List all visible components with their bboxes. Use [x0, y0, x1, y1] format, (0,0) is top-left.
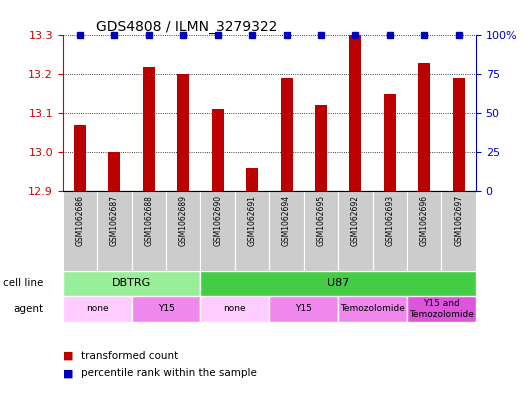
Bar — [441, 191, 476, 271]
Bar — [63, 271, 200, 296]
Text: GSM1062691: GSM1062691 — [247, 195, 257, 246]
Text: GSM1062695: GSM1062695 — [316, 195, 325, 246]
Text: GSM1062693: GSM1062693 — [385, 195, 394, 246]
Bar — [315, 105, 327, 191]
Text: none: none — [224, 305, 246, 313]
Text: none: none — [86, 305, 108, 313]
Bar — [407, 296, 476, 322]
Text: Y15: Y15 — [295, 305, 312, 313]
Bar — [418, 62, 430, 191]
Text: ■: ■ — [63, 351, 73, 361]
Bar — [453, 78, 465, 191]
Text: cell line: cell line — [4, 278, 44, 288]
Bar — [200, 296, 269, 322]
Text: Y15 and
Temozolomide: Y15 and Temozolomide — [409, 299, 474, 319]
Bar — [269, 296, 338, 322]
Bar — [166, 191, 200, 271]
Bar — [200, 271, 476, 296]
Text: GSM1062688: GSM1062688 — [144, 195, 153, 246]
Bar — [200, 191, 235, 271]
Text: Y15: Y15 — [157, 305, 175, 313]
Bar — [132, 296, 200, 322]
Bar — [235, 191, 269, 271]
Text: U87: U87 — [327, 278, 349, 288]
Bar — [108, 152, 120, 191]
Text: GSM1062692: GSM1062692 — [351, 195, 360, 246]
Bar — [384, 94, 396, 191]
Text: GSM1062689: GSM1062689 — [179, 195, 188, 246]
Text: GSM1062686: GSM1062686 — [75, 195, 85, 246]
Bar — [246, 168, 258, 191]
Text: GDS4808 / ILMN_3279322: GDS4808 / ILMN_3279322 — [96, 20, 277, 34]
Bar — [304, 191, 338, 271]
Text: agent: agent — [14, 304, 44, 314]
Bar — [63, 191, 97, 271]
Bar — [177, 74, 189, 191]
Text: transformed count: transformed count — [81, 351, 178, 361]
Text: percentile rank within the sample: percentile rank within the sample — [81, 368, 257, 378]
Text: DBTRG: DBTRG — [112, 278, 151, 288]
Text: GSM1062697: GSM1062697 — [454, 195, 463, 246]
Text: Temozolomide: Temozolomide — [340, 305, 405, 313]
Bar — [132, 191, 166, 271]
Text: GSM1062696: GSM1062696 — [420, 195, 429, 246]
Text: GSM1062694: GSM1062694 — [282, 195, 291, 246]
Bar — [338, 191, 372, 271]
Bar — [212, 109, 224, 191]
Bar — [63, 296, 132, 322]
Bar — [74, 125, 86, 191]
Bar — [97, 191, 132, 271]
Bar — [407, 191, 441, 271]
Bar — [280, 78, 292, 191]
Text: ■: ■ — [63, 368, 73, 378]
Bar — [349, 35, 361, 191]
Bar — [372, 191, 407, 271]
Text: GSM1062690: GSM1062690 — [213, 195, 222, 246]
Bar — [143, 66, 155, 191]
Bar — [338, 296, 407, 322]
Text: GSM1062687: GSM1062687 — [110, 195, 119, 246]
Bar — [269, 191, 304, 271]
